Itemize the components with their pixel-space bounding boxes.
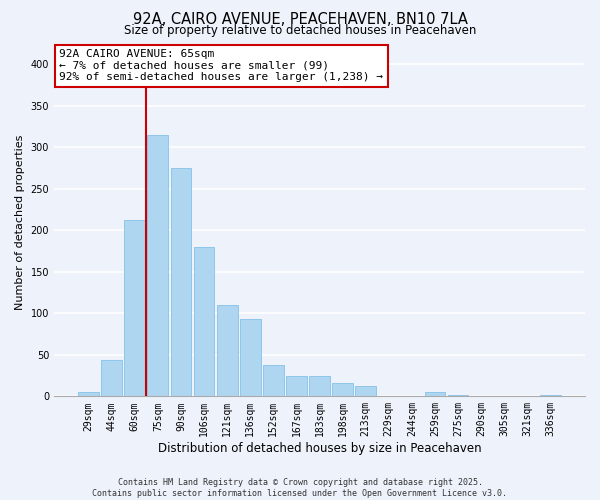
Bar: [240, 319, 260, 396]
Bar: [148, 134, 168, 396]
Bar: [332, 383, 353, 396]
Bar: [170, 168, 191, 396]
Bar: [217, 305, 238, 396]
Bar: [194, 247, 214, 396]
Bar: [309, 376, 330, 396]
X-axis label: Distribution of detached houses by size in Peacehaven: Distribution of detached houses by size …: [158, 442, 481, 455]
Bar: [425, 392, 445, 396]
Text: Contains HM Land Registry data © Crown copyright and database right 2025.
Contai: Contains HM Land Registry data © Crown c…: [92, 478, 508, 498]
Y-axis label: Number of detached properties: Number of detached properties: [15, 134, 25, 310]
Text: 92A, CAIRO AVENUE, PEACEHAVEN, BN10 7LA: 92A, CAIRO AVENUE, PEACEHAVEN, BN10 7LA: [133, 12, 467, 28]
Bar: [286, 376, 307, 396]
Bar: [78, 392, 99, 396]
Bar: [448, 394, 469, 396]
Text: 92A CAIRO AVENUE: 65sqm
← 7% of detached houses are smaller (99)
92% of semi-det: 92A CAIRO AVENUE: 65sqm ← 7% of detached…: [59, 49, 383, 82]
Bar: [263, 365, 284, 396]
Bar: [355, 386, 376, 396]
Bar: [540, 394, 561, 396]
Text: Size of property relative to detached houses in Peacehaven: Size of property relative to detached ho…: [124, 24, 476, 37]
Bar: [101, 360, 122, 397]
Bar: [124, 220, 145, 396]
